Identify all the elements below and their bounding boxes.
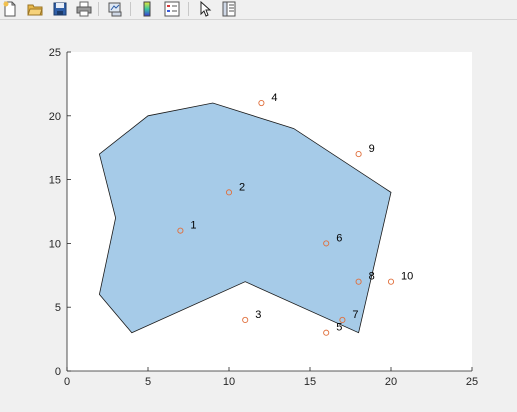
region-polygon [98,102,392,334]
figure-canvas: 0 5 10 15 20 25 0 5 10 15 20 25 1 2 3 4 5 6 7 8 9 10 [0,20,517,412]
point-label: 2 [239,181,245,193]
y-tick-label: 0 [55,366,61,378]
x-tick-label: 25 [466,376,478,388]
colorbar-icon[interactable] [138,0,156,17]
pointer-icon[interactable] [196,0,214,17]
data-point [323,329,330,336]
chart: 0 5 10 15 20 25 0 5 10 15 20 25 1 2 3 4 5 6 7 8 9 10 [49,47,478,388]
x-tick-label: 0 [64,376,70,388]
data-point [355,151,362,158]
new-figure-icon[interactable] [1,0,19,17]
point-label: 5 [336,322,342,334]
data-point [177,227,184,234]
y-tick-label: 5 [55,302,61,314]
data-point [225,189,233,196]
point-label: 6 [336,232,342,244]
y-tick-label: 15 [49,175,61,187]
figure-toolbar [0,0,517,20]
data-point [242,316,249,324]
save-icon[interactable] [51,0,69,17]
print-icon[interactable] [75,0,93,17]
point-label: 10 [401,271,413,283]
data-point [387,278,395,285]
x-tick-label: 10 [223,376,235,388]
point-label: 7 [352,309,358,321]
x-tick-label: 15 [304,376,316,388]
data-point [339,316,346,324]
point-label: 9 [369,143,375,155]
x-tick-label: 20 [385,376,397,388]
point-label: 1 [190,220,196,232]
y-tick-label: 20 [49,111,61,123]
open-file-icon[interactable] [26,0,44,17]
data-point [258,99,265,107]
property-inspector-icon[interactable] [220,0,238,17]
point-label: 3 [255,309,261,321]
link-plot-icon[interactable] [106,0,124,17]
point-label: 4 [271,92,277,104]
data-point [355,278,362,285]
y-tick-label: 10 [49,238,61,250]
y-tick-label: 25 [49,47,61,59]
point-label: 8 [369,271,375,283]
data-point [323,240,330,247]
legend-icon[interactable] [163,0,181,17]
x-tick-label: 5 [145,376,151,388]
